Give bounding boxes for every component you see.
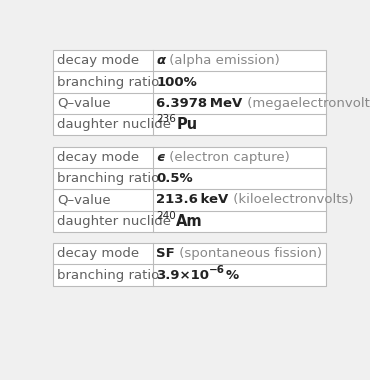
Text: decay mode: decay mode	[57, 151, 139, 164]
Text: daughter nuclide: daughter nuclide	[57, 215, 171, 228]
Text: −6: −6	[209, 265, 225, 275]
Text: branching ratio: branching ratio	[57, 172, 159, 185]
Text: (spontaneous fission): (spontaneous fission)	[175, 247, 322, 260]
Text: Pu: Pu	[176, 117, 197, 132]
Text: 3.9×10: 3.9×10	[156, 269, 209, 282]
Text: (megaelectronvolts): (megaelectronvolts)	[243, 97, 370, 110]
Text: decay mode: decay mode	[57, 247, 139, 260]
Text: 236: 236	[156, 114, 176, 124]
Text: 100%: 100%	[156, 76, 197, 89]
Text: decay mode: decay mode	[57, 54, 139, 67]
Bar	[53, 147, 326, 232]
Text: daughter nuclide: daughter nuclide	[57, 118, 171, 131]
Text: 6.3978 MeV: 6.3978 MeV	[156, 97, 243, 110]
Text: 240: 240	[156, 211, 176, 221]
Text: branching ratio: branching ratio	[57, 76, 159, 89]
Bar	[53, 243, 326, 286]
Text: (alpha emission): (alpha emission)	[165, 54, 280, 67]
Text: α: α	[156, 54, 165, 67]
Bar	[53, 50, 326, 135]
Text: 213.6 keV: 213.6 keV	[156, 193, 229, 206]
Text: Q–value: Q–value	[57, 97, 111, 110]
Text: (electron capture): (electron capture)	[165, 151, 290, 164]
Text: 0.5%: 0.5%	[156, 172, 193, 185]
Text: Am: Am	[176, 214, 203, 229]
Text: SF: SF	[156, 247, 175, 260]
Text: branching ratio: branching ratio	[57, 269, 159, 282]
Text: ϵ: ϵ	[156, 151, 165, 164]
Text: (kiloelectronvolts): (kiloelectronvolts)	[229, 193, 353, 206]
Text: %: %	[225, 269, 238, 282]
Text: Q–value: Q–value	[57, 193, 111, 206]
